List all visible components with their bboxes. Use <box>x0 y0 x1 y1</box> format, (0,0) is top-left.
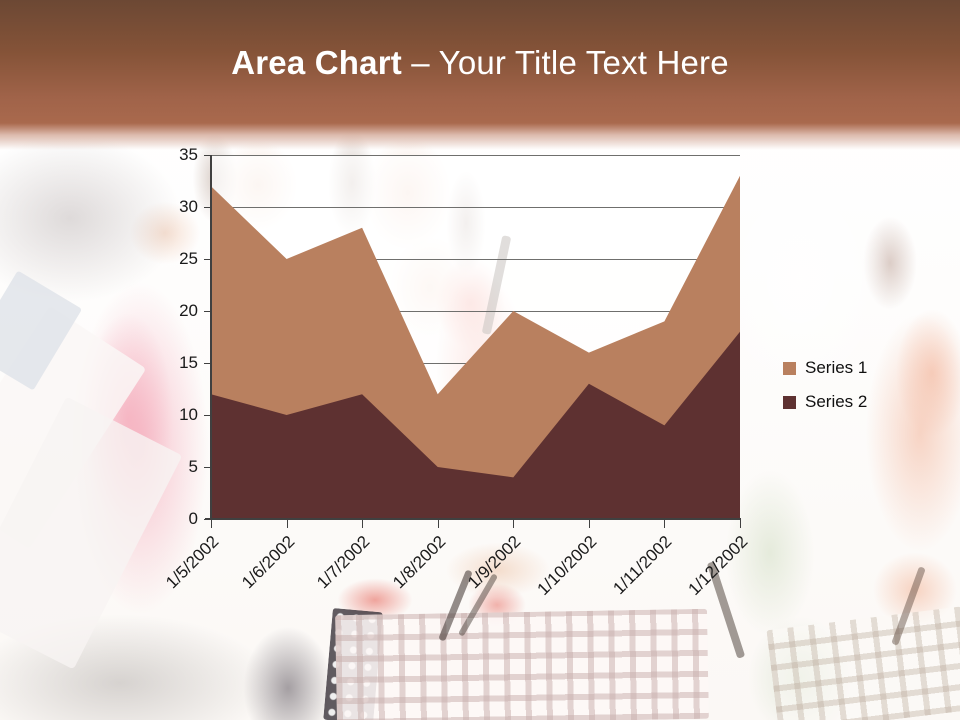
gridline-y-20 <box>211 311 740 312</box>
y-tick <box>204 207 210 208</box>
x-tick <box>664 520 666 528</box>
x-axis <box>205 518 741 520</box>
slide-title: Area Chart – Your Title Text Here <box>0 44 960 82</box>
area-series-svg <box>211 175 740 519</box>
legend-item: Series 1 <box>783 358 867 378</box>
y-axis-label-5: 5 <box>188 457 198 476</box>
y-tick <box>204 311 210 312</box>
y-axis-label-10: 10 <box>179 405 198 424</box>
y-tick <box>204 155 210 156</box>
x-tick <box>513 520 515 528</box>
title-bold-text: Area Chart <box>231 44 402 81</box>
plot-area <box>211 155 740 519</box>
y-tick <box>204 363 210 364</box>
x-tick <box>740 520 741 528</box>
gridline-y-30 <box>211 207 740 208</box>
y-axis-label-20: 20 <box>179 301 198 320</box>
legend-item: Series 2 <box>783 392 867 412</box>
y-axis-label-0: 0 <box>188 509 198 528</box>
title-rest-text: – Your Title Text Here <box>401 44 729 81</box>
y-axis-label-35: 35 <box>179 145 198 164</box>
y-tick <box>204 467 210 468</box>
legend-swatch-icon <box>783 395 796 409</box>
x-tick <box>211 520 212 528</box>
y-tick <box>204 415 210 416</box>
y-axis <box>210 155 212 520</box>
legend-label: Series 2 <box>805 392 868 411</box>
legend-label: Series 1 <box>805 358 868 377</box>
y-tick <box>204 259 210 260</box>
title-banner: Area Chart – Your Title Text Here <box>0 0 960 150</box>
y-tick <box>204 519 210 520</box>
x-tick <box>437 520 439 528</box>
x-tick <box>588 520 590 528</box>
area-series-2 <box>211 331 740 519</box>
gridline-y-25 <box>211 259 740 260</box>
y-axis-label-25: 25 <box>179 249 198 268</box>
y-axis-label-30: 30 <box>179 197 198 216</box>
gridline-y-35 <box>211 155 740 156</box>
y-axis-label-15: 15 <box>179 353 198 372</box>
x-tick <box>362 520 364 528</box>
legend-swatch-icon <box>783 361 796 375</box>
legend: Series 1 Series 2 <box>783 358 867 426</box>
x-tick <box>286 520 288 528</box>
